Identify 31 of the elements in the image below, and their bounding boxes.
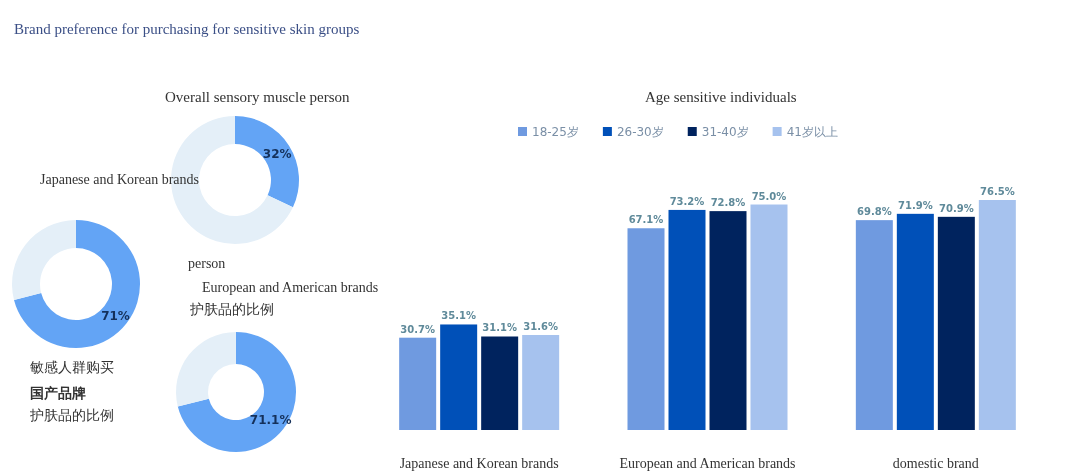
chart-title: Age sensitive individuals	[645, 89, 797, 105]
data-label: 69.8%	[856, 206, 892, 218]
data-label: 35.1%	[441, 310, 477, 322]
data-label: 76.5%	[979, 186, 1015, 197]
data-label: 70.9%	[938, 202, 974, 214]
x-tick-label: domestic brand	[892, 456, 979, 471]
x-tick-label: European and American brands	[619, 456, 796, 471]
data-label: 31.1%	[482, 322, 518, 334]
legend-label: 31-40岁	[701, 125, 749, 139]
annotation: European and American brands	[202, 280, 379, 295]
text: 护肤品的比例	[189, 302, 274, 317]
legend-label: 26-30岁	[616, 125, 664, 139]
x-tick-label: Japanese and Korean brands	[399, 456, 559, 471]
text: 护肤品的比例	[29, 408, 114, 423]
data-label: 67.1%	[628, 214, 664, 226]
data-label: 30.7%	[400, 323, 436, 335]
text: 国产品牌	[30, 385, 86, 401]
legend-label: 18-25岁	[532, 125, 579, 139]
text: Japanese and Korean brands	[40, 172, 199, 187]
legend-label: 41岁以上	[786, 125, 838, 139]
data-label: 71%	[101, 308, 130, 323]
data-label: 71.9%	[897, 199, 933, 211]
data-label: 72.8%	[710, 197, 746, 209]
data-label: 73.2%	[669, 195, 705, 207]
chart-title: Brand preference for purchasing for sensitive skin groups	[14, 21, 360, 37]
text: person	[188, 256, 226, 271]
chart-subtitle: Overall sensory muscle person	[165, 89, 351, 105]
data-label: 31.6%	[523, 320, 559, 332]
data-label: 32%	[262, 147, 292, 162]
text: 敏感人群购买	[30, 360, 114, 375]
data-label: 75.0%	[751, 190, 787, 202]
